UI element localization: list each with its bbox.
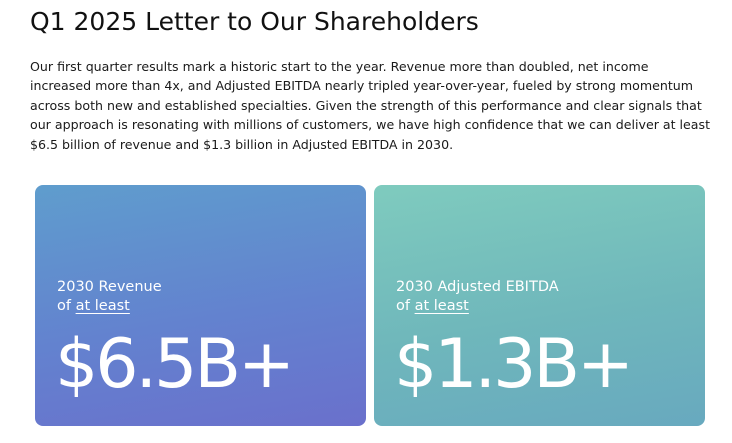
revenue-target-card: 2030 Revenue of at least $6.5B+ bbox=[35, 185, 366, 426]
ebitda-card-value: $1.3B+ bbox=[394, 325, 634, 404]
revenue-card-label-prefix: of bbox=[57, 298, 76, 314]
ebitda-card-label: 2030 Adjusted EBITDA of at least bbox=[396, 278, 559, 316]
revenue-card-label: 2030 Revenue of at least bbox=[57, 278, 162, 316]
ebitda-target-card: 2030 Adjusted EBITDA of at least $1.3B+ bbox=[374, 185, 705, 426]
ebitda-card-label-prefix: of bbox=[396, 298, 415, 314]
revenue-card-label-line1: 2030 Revenue bbox=[57, 279, 162, 295]
revenue-card-label-line2: of at least bbox=[57, 297, 162, 316]
intro-paragraph: Our first quarter results mark a histori… bbox=[30, 59, 711, 152]
ebitda-card-label-line1: 2030 Adjusted EBITDA bbox=[396, 279, 559, 295]
page-title: Q1 2025 Letter to Our Shareholders bbox=[30, 7, 479, 36]
revenue-card-value: $6.5B+ bbox=[55, 325, 295, 404]
revenue-card-label-emphasis: at least bbox=[75, 298, 130, 314]
ebitda-card-label-line2: of at least bbox=[396, 297, 559, 316]
ebitda-card-label-emphasis: at least bbox=[414, 298, 469, 314]
